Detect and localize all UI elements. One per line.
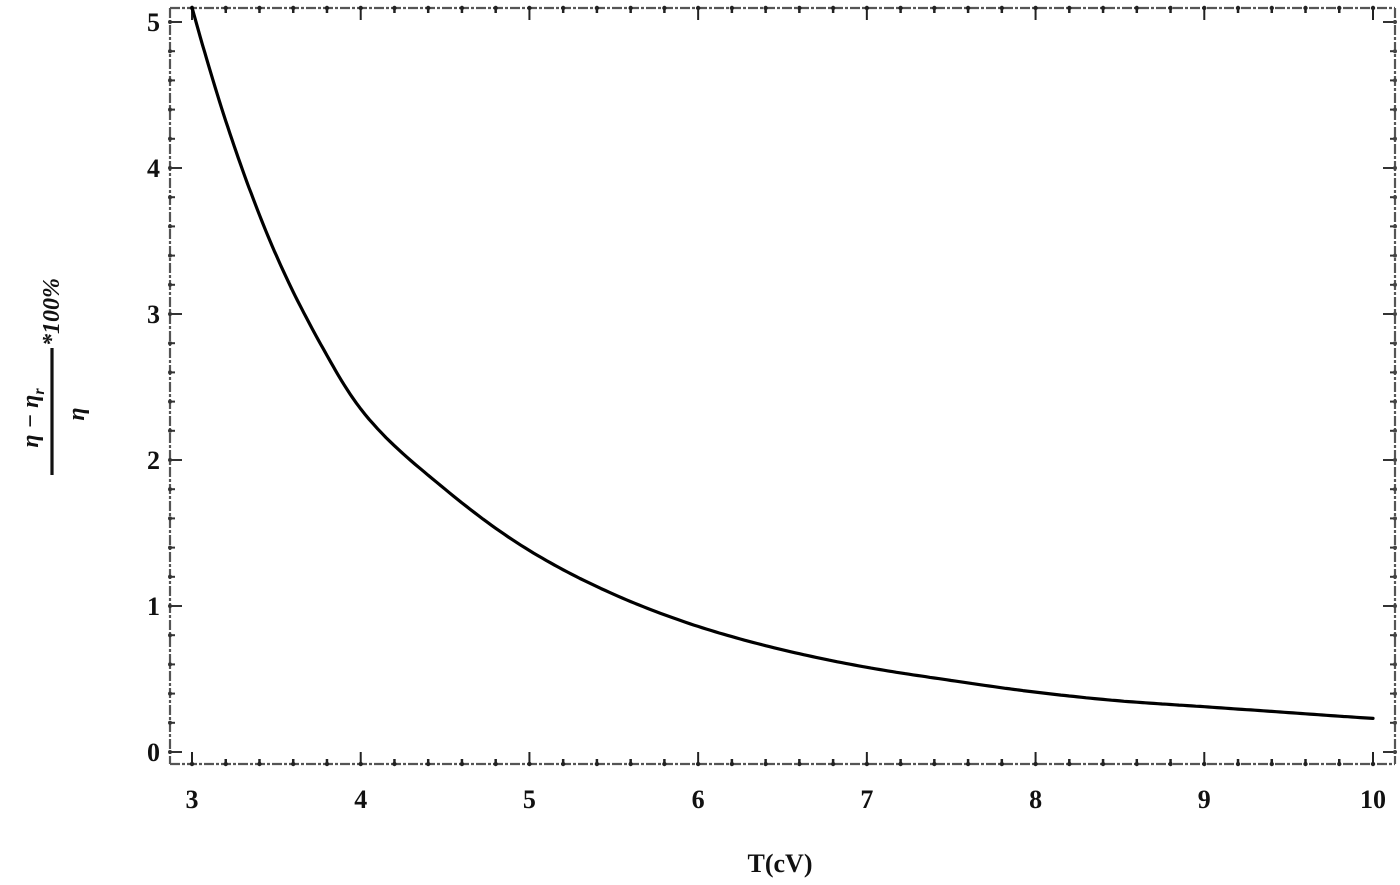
x-tick-labels: 3 4 5 6 7 8 9 10 <box>186 785 1387 814</box>
y-tick-label: 1 <box>147 592 160 621</box>
x-tick-label: 4 <box>354 785 367 814</box>
x-axis-title: T(cV) <box>748 849 813 878</box>
y-title-suffix: *100% <box>39 278 65 346</box>
axis-ticks <box>168 5 1397 767</box>
x-tick-label: 10 <box>1360 785 1386 814</box>
x-tick-label: 6 <box>692 785 705 814</box>
y-title-denominator: η <box>64 407 90 420</box>
y-axis-title: η − ηr η *100% <box>18 278 90 475</box>
x-tick-label: 7 <box>860 785 873 814</box>
y-tick-label: 2 <box>147 446 160 475</box>
plot-frame <box>168 6 1397 766</box>
y-title-numerator: η − ηr <box>18 388 48 448</box>
y-tick-labels: 0 1 2 3 4 5 <box>147 8 160 767</box>
data-curve <box>190 5 1375 720</box>
y-tick-label: 4 <box>147 154 160 183</box>
x-tick-label: 5 <box>523 785 536 814</box>
x-tick-label: 3 <box>186 785 199 814</box>
x-tick-label: 9 <box>1198 785 1211 814</box>
x-tick-label: 8 <box>1029 785 1042 814</box>
y-tick-label: 0 <box>147 738 160 767</box>
y-tick-label: 5 <box>147 8 160 37</box>
y-tick-label: 3 <box>147 300 160 329</box>
